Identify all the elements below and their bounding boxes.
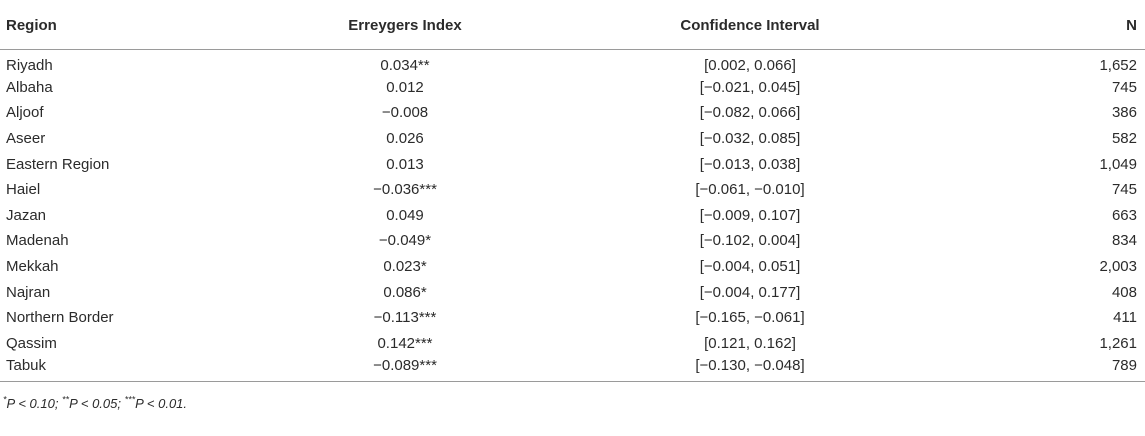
header-n: N — [930, 3, 1145, 50]
table-row: Jazan 0.049 [−0.009, 0.107] 663 — [0, 203, 1145, 229]
cell-n: 745 — [1111, 181, 1137, 199]
footnote-sup-1: * — [3, 394, 7, 405]
cell-n: 411 — [1113, 309, 1137, 327]
cell-confidence-interval: [−0.021, 0.045] — [699, 78, 801, 96]
cell-n: 1,652 — [1099, 56, 1137, 74]
cell-confidence-interval: [−0.004, 0.051] — [699, 258, 801, 276]
cell-erreygers-index: 0.049 — [386, 206, 424, 224]
header-erreygers-index: Erreygers Index — [240, 3, 570, 50]
cell-n: 2,003 — [1099, 258, 1137, 276]
table-row: Najran 0.086* [−0.004, 0.177] 408 — [0, 279, 1145, 305]
cell-erreygers-index: 0.142*** — [377, 334, 433, 352]
table-row: Northern Border −0.113*** [−0.165, −0.061]… — [0, 305, 1145, 331]
cell-region: Jazan — [6, 206, 47, 224]
cell-region: Albaha — [6, 78, 53, 96]
cell-region: Mekkah — [6, 258, 59, 276]
cell-region: Haiel — [6, 181, 41, 199]
results-table-container: Region Erreygers Index Confidence Interv… — [0, 3, 1145, 412]
significance-footnote: *P < 0.10; **P < 0.05; ***P < 0.01. — [0, 394, 1145, 412]
cell-erreygers-index: 0.034** — [380, 56, 430, 74]
cell-confidence-interval: [−0.013, 0.038] — [699, 155, 801, 173]
table-row: Aseer 0.026 [−0.032, 0.085] 582 — [0, 126, 1145, 152]
cell-region: Najran — [6, 283, 51, 301]
footnote-sup-3: *** — [124, 394, 136, 405]
header-region: Region — [0, 3, 240, 50]
cell-confidence-interval: [0.121, 0.162] — [704, 334, 796, 352]
cell-erreygers-index: 0.086* — [383, 283, 427, 301]
cell-confidence-interval: [−0.032, 0.085] — [699, 130, 801, 148]
cell-region: Aljoof — [6, 104, 44, 122]
cell-confidence-interval: [−0.061, −0.010] — [695, 181, 805, 199]
footnote-text-3: P < 0.01. — [135, 396, 188, 412]
cell-erreygers-index: −0.008 — [381, 104, 429, 122]
cell-confidence-interval: [−0.165, −0.061] — [695, 309, 805, 327]
cell-confidence-interval: [−0.004, 0.177] — [699, 283, 801, 301]
cell-region: Northern Border — [6, 309, 114, 327]
cell-n: 789 — [1111, 357, 1137, 375]
cell-confidence-interval: [−0.130, −0.048] — [695, 357, 805, 375]
cell-n: 834 — [1111, 232, 1137, 250]
header-confidence-interval: Confidence Interval — [570, 3, 930, 50]
cell-region: Madenah — [6, 232, 69, 250]
table-row: Mekkah 0.023* [−0.004, 0.051] 2,003 — [0, 254, 1145, 280]
cell-n: 745 — [1111, 78, 1137, 96]
table-row: Aljoof −0.008 [−0.082, 0.066] 386 — [0, 100, 1145, 126]
cell-region: Qassim — [6, 334, 57, 352]
cell-n: 1,049 — [1099, 155, 1137, 173]
cell-region: Eastern Region — [6, 155, 110, 173]
cell-confidence-interval: [0.002, 0.066] — [704, 56, 796, 74]
cell-confidence-interval: [−0.102, 0.004] — [699, 232, 801, 250]
cell-erreygers-index: −0.036*** — [373, 181, 437, 199]
footnote-text-1: P < 0.10; — [6, 396, 63, 412]
table-row: Haiel −0.036*** [−0.061, −0.010] 745 — [0, 177, 1145, 203]
footnote-text-2: P < 0.05; — [69, 396, 125, 412]
table-body: Riyadh 0.034** [0.002, 0.066] 1,652 Albaha 0.… — [0, 49, 1145, 382]
cell-erreygers-index: 0.026 — [386, 130, 424, 148]
cell-erreygers-index: 0.012 — [386, 78, 424, 96]
table-row: Eastern Region 0.013 [−0.013, 0.038] 1,049 — [0, 151, 1145, 177]
cell-n: 1,261 — [1099, 334, 1137, 352]
cell-n: 582 — [1111, 130, 1137, 148]
cell-erreygers-index: −0.049* — [378, 232, 432, 250]
cell-n: 386 — [1111, 104, 1137, 122]
cell-n: 408 — [1111, 283, 1137, 301]
footnote-sup-2: ** — [62, 394, 70, 405]
cell-erreygers-index: 0.023* — [383, 258, 427, 276]
table-row: Qassim 0.142*** [0.121, 0.162] 1,261 — [0, 331, 1145, 357]
cell-erreygers-index: 0.013 — [386, 155, 424, 173]
table-header: Region Erreygers Index Confidence Interv… — [0, 3, 1145, 50]
erreygers-index-table: Region Erreygers Index Confidence Interv… — [0, 3, 1145, 382]
cell-region: Tabuk — [6, 357, 47, 375]
table-row: Albaha 0.012 [−0.021, 0.045] 745 — [0, 75, 1145, 101]
cell-confidence-interval: [−0.082, 0.066] — [699, 104, 801, 122]
cell-region: Riyadh — [6, 56, 53, 74]
cell-confidence-interval: [−0.009, 0.107] — [699, 206, 801, 224]
header-row: Region Erreygers Index Confidence Interv… — [0, 3, 1145, 50]
cell-erreygers-index: −0.089*** — [373, 357, 437, 375]
cell-n: 663 — [1111, 206, 1137, 224]
table-row: Tabuk −0.089*** [−0.130, −0.048] 789 — [0, 356, 1145, 382]
table-row: Riyadh 0.034** [0.002, 0.066] 1,652 — [0, 49, 1145, 75]
cell-region: Aseer — [6, 130, 46, 148]
table-row: Madenah −0.049* [−0.102, 0.004] 834 — [0, 228, 1145, 254]
cell-erreygers-index: −0.113*** — [373, 309, 437, 327]
